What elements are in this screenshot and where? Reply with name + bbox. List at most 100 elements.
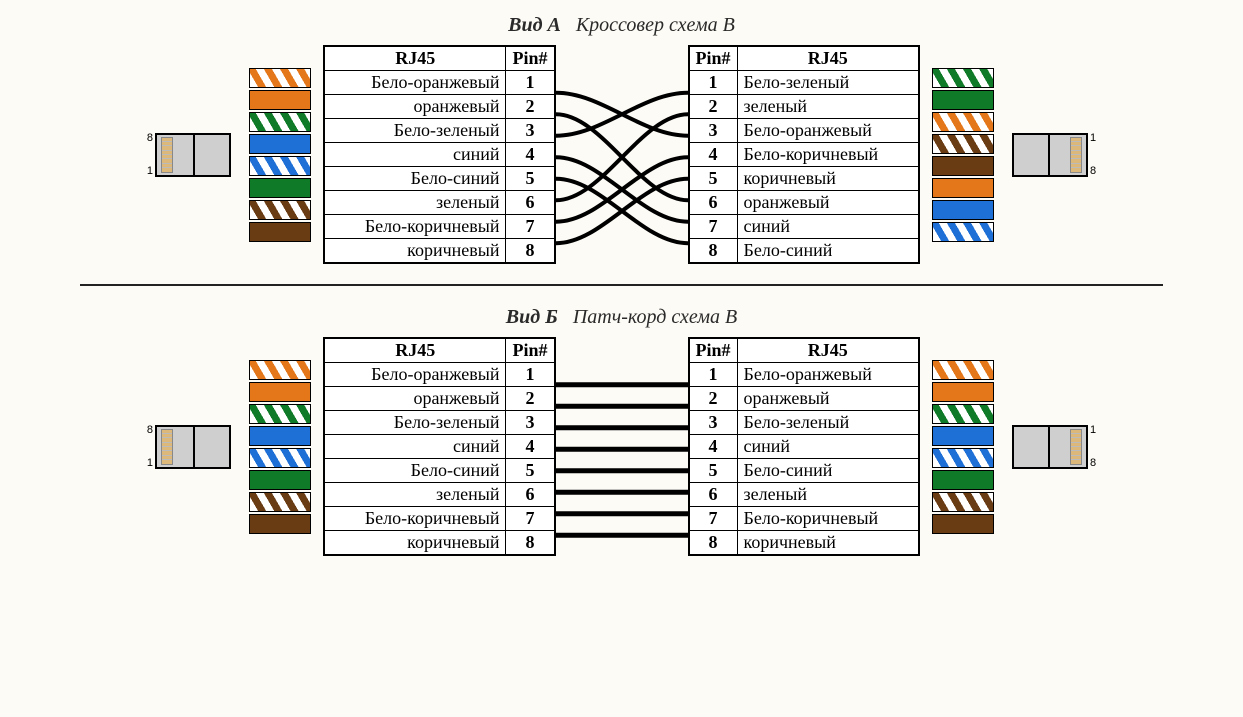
color-swatch bbox=[249, 448, 311, 468]
color-swatch bbox=[932, 156, 994, 176]
pin-number: 3 bbox=[689, 411, 738, 435]
wire-name: оранжевый bbox=[737, 191, 919, 215]
wire-name: Бело-зеленый bbox=[737, 71, 919, 95]
pin-row: Бело-синий5 bbox=[324, 459, 555, 483]
pin-number: 5 bbox=[689, 167, 738, 191]
rj45-icon bbox=[1012, 425, 1088, 469]
pin-row: Бело-оранжевый1 bbox=[324, 363, 555, 387]
color-swatch bbox=[249, 156, 311, 176]
color-swatch bbox=[249, 382, 311, 402]
wire-name: Бело-синий bbox=[737, 459, 919, 483]
pin-number: 7 bbox=[506, 215, 555, 239]
pin-number: 7 bbox=[689, 507, 738, 531]
wire-name: Бело-синий bbox=[324, 459, 506, 483]
color-swatch bbox=[932, 404, 994, 424]
pin-row: 2зеленый bbox=[689, 95, 920, 119]
color-swatch bbox=[932, 68, 994, 88]
wire bbox=[556, 92, 688, 135]
wire-name: Бело-зеленый bbox=[324, 119, 506, 143]
color-swatch bbox=[249, 514, 311, 534]
wire-name: коричневый bbox=[324, 239, 506, 264]
wire-name: оранжевый bbox=[737, 387, 919, 411]
pin-number: 3 bbox=[689, 119, 738, 143]
color-swatch bbox=[249, 360, 311, 380]
pin-row: 5коричневый bbox=[689, 167, 920, 191]
color-swatch bbox=[249, 68, 311, 88]
color-swatch bbox=[932, 200, 994, 220]
pin-number: 6 bbox=[689, 483, 738, 507]
pin-row: 8коричневый bbox=[689, 531, 920, 556]
wire-name: коричневый bbox=[737, 167, 919, 191]
title-a: Вид А Кроссовер схема В bbox=[20, 14, 1223, 37]
color-swatch bbox=[932, 514, 994, 534]
pin-number: 6 bbox=[506, 191, 555, 215]
pin-number: 1 bbox=[689, 363, 738, 387]
color-swatch bbox=[249, 470, 311, 490]
pin-row: синий4 bbox=[324, 143, 555, 167]
pin-row: Бело-зеленый3 bbox=[324, 411, 555, 435]
pin-number: 5 bbox=[689, 459, 738, 483]
color-swatch bbox=[932, 360, 994, 380]
color-swatch bbox=[932, 382, 994, 402]
wire-name: Бело-синий bbox=[737, 239, 919, 264]
wire-name: Бело-коричневый bbox=[324, 215, 506, 239]
pin-number: 2 bbox=[689, 387, 738, 411]
wire-name: Бело-зеленый bbox=[737, 411, 919, 435]
pin-number: 6 bbox=[506, 483, 555, 507]
pinout-left-a: RJ45Pin# Бело-оранжевый1оранжевый2Бело-з… bbox=[323, 45, 556, 264]
rj45-icon bbox=[155, 425, 231, 469]
pin-row: 2оранжевый bbox=[689, 387, 920, 411]
color-swatch bbox=[249, 112, 311, 132]
pin-row: Бело-оранжевый1 bbox=[324, 71, 555, 95]
pin-number: 4 bbox=[506, 435, 555, 459]
pinout-right-a: Pin#RJ45 1Бело-зеленый2зеленый3Бело-оран… bbox=[688, 45, 921, 264]
pin-row: 6оранжевый bbox=[689, 191, 920, 215]
rj45-icon bbox=[1012, 133, 1088, 177]
color-swatch bbox=[249, 426, 311, 446]
color-swatch bbox=[249, 404, 311, 424]
color-swatch bbox=[932, 470, 994, 490]
pin-row: Бело-коричневый7 bbox=[324, 507, 555, 531]
pin-number: 4 bbox=[689, 435, 738, 459]
section-crossover: Вид А Кроссовер схема В 81 RJ45Pin# Бело… bbox=[20, 14, 1223, 264]
pin-number: 2 bbox=[506, 95, 555, 119]
wire-name: Бело-оранжевый bbox=[737, 363, 919, 387]
pin-number: 7 bbox=[506, 507, 555, 531]
color-swatch bbox=[932, 492, 994, 512]
color-swatch bbox=[249, 492, 311, 512]
pin-number: 3 bbox=[506, 119, 555, 143]
pin-row: коричневый8 bbox=[324, 239, 555, 264]
swatches-left-a bbox=[249, 68, 311, 242]
pin-number: 7 bbox=[689, 215, 738, 239]
pin-number: 4 bbox=[506, 143, 555, 167]
pin-number: 5 bbox=[506, 459, 555, 483]
pin-row: 1Бело-зеленый bbox=[689, 71, 920, 95]
color-swatch bbox=[249, 200, 311, 220]
pinout-right-b: Pin#RJ45 1Бело-оранжевый2оранжевый3Бело-… bbox=[688, 337, 921, 556]
title-b: Вид Б Патч-корд схема В bbox=[20, 306, 1223, 329]
pin-number: 8 bbox=[506, 531, 555, 556]
pin-number: 5 bbox=[506, 167, 555, 191]
pin-number: 8 bbox=[689, 531, 738, 556]
color-swatch bbox=[932, 178, 994, 198]
pin-row: оранжевый2 bbox=[324, 95, 555, 119]
color-swatch bbox=[249, 90, 311, 110]
wire-name: оранжевый bbox=[324, 387, 506, 411]
pin-row: 3Бело-оранжевый bbox=[689, 119, 920, 143]
pin-row: зеленый6 bbox=[324, 483, 555, 507]
wire-name: Бело-коричневый bbox=[324, 507, 506, 531]
swatches-right-b bbox=[932, 360, 994, 534]
wire-name: синий bbox=[737, 215, 919, 239]
color-swatch bbox=[932, 426, 994, 446]
wire-name: Бело-зеленый bbox=[324, 411, 506, 435]
wire-name: зеленый bbox=[737, 483, 919, 507]
pin-row: 6зеленый bbox=[689, 483, 920, 507]
rj45-icon bbox=[155, 133, 231, 177]
wire-name: синий bbox=[324, 143, 506, 167]
color-swatch bbox=[932, 448, 994, 468]
pin-row: 4синий bbox=[689, 435, 920, 459]
pin-number: 2 bbox=[689, 95, 738, 119]
pin-number: 1 bbox=[506, 363, 555, 387]
pin-row: Бело-коричневый7 bbox=[324, 215, 555, 239]
wire-name: Бело-коричневый bbox=[737, 143, 919, 167]
